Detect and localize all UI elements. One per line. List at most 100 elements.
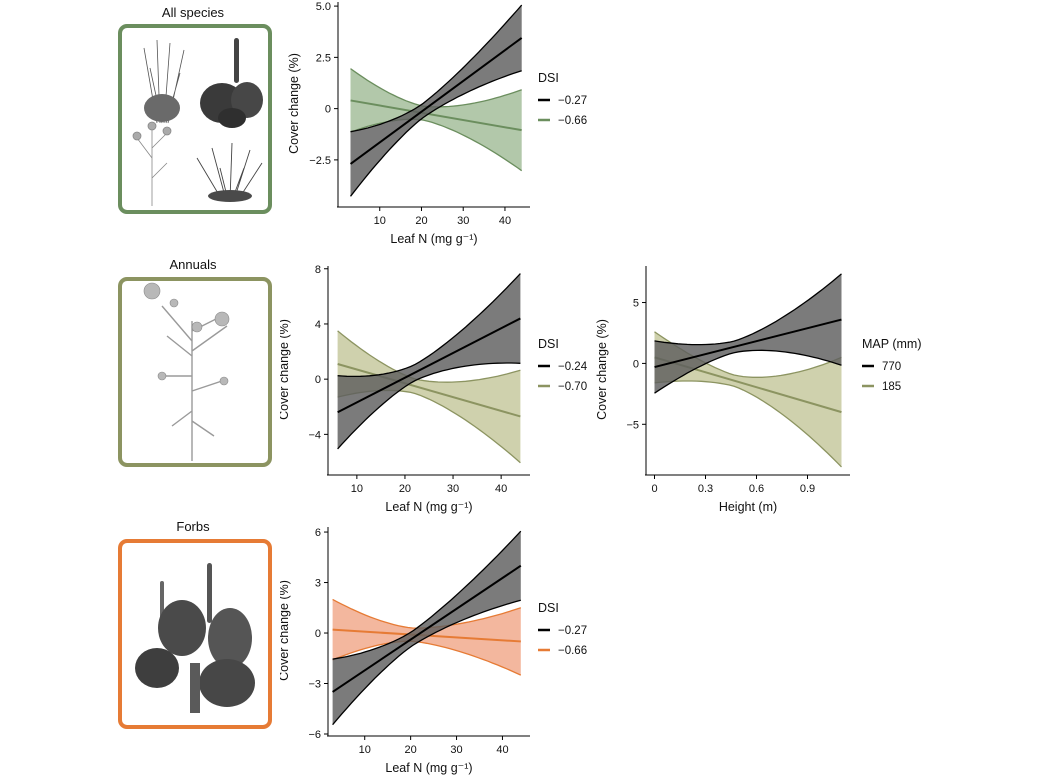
confidence-band-1 (350, 68, 522, 171)
legend-entry-1: −0.70 (558, 381, 587, 393)
x-tick-label: 0 (651, 483, 657, 495)
x-tick-label: 40 (495, 483, 507, 495)
mean-line-0 (349, 37, 523, 165)
y-tick-label: 6 (315, 527, 321, 539)
x-tick-label: 20 (415, 215, 427, 227)
band-upper-edge-0 (337, 273, 521, 378)
y-tick-label: 0 (315, 628, 321, 640)
legend-entry-1: −0.66 (558, 115, 587, 127)
legend-title: DSI (538, 601, 559, 615)
legend-title: MAP (mm) (862, 337, 922, 351)
band-lower-edge-0 (654, 349, 842, 394)
band-lower-edge-0 (337, 362, 521, 450)
chart-annuals-height: 5 0 −5 0 0.3 0.6 0.9 Height (m) Cover change (%)… (595, 266, 922, 514)
y-tick-label: −2.5 (309, 155, 331, 167)
panel-label-forbs: Forbs (176, 519, 210, 534)
y-axis-label: Cover change (%) (280, 319, 291, 420)
y-tick-label: 4 (315, 319, 321, 331)
y-tick-label: 3 (315, 578, 321, 590)
mean-line-1 (350, 99, 522, 132)
x-tick-label: 20 (405, 744, 417, 756)
legend: MAP (mm) 770 185 (862, 337, 922, 393)
x-tick-label: 10 (351, 483, 363, 495)
y-tick-label: 8 (315, 264, 321, 276)
y-axis-label: Cover change (%) (280, 580, 291, 681)
mean-line-0 (332, 564, 522, 693)
legend-entry-0: −0.27 (558, 95, 587, 107)
mean-line-1 (337, 363, 521, 418)
mean-line-0 (654, 318, 842, 369)
legend-entry-1: 185 (882, 381, 901, 393)
plantain-icon (200, 38, 263, 128)
band-lower-edge-1 (654, 380, 842, 468)
x-axis-label: Leaf N (mg g⁻¹) (385, 761, 472, 775)
all-species-illustration (132, 38, 263, 206)
plant-illustration-annuals (118, 277, 272, 467)
band-upper-edge-1 (337, 330, 521, 383)
panel-label-annuals: Annuals (169, 257, 217, 272)
legend-title: DSI (538, 337, 559, 351)
annual-flower-icon (143, 282, 230, 461)
y-axis-label: Cover change (%) (595, 319, 609, 420)
y-tick-label: −6 (308, 729, 321, 741)
legend-entry-0: −0.24 (558, 361, 588, 373)
legend-entry-1: −0.66 (558, 645, 587, 657)
band-lower-edge-1 (332, 640, 522, 676)
x-tick-label: 30 (447, 483, 459, 495)
plant-illustration-forbs (118, 539, 272, 729)
confidence-band-0 (337, 273, 521, 449)
series-group-0 (337, 273, 521, 450)
chart-all-species-leafn: 5.0 2.5 0 −2.5 10 20 30 40 Leaf N (mg g⁻¹) Cover … (287, 1, 587, 246)
y-tick-label: 2.5 (316, 52, 331, 64)
band-lower-edge-0 (332, 599, 521, 726)
band-upper-edge-0 (350, 4, 523, 133)
y-tick-label: 5 (633, 298, 639, 310)
x-tick-label: 10 (359, 744, 371, 756)
y-tick-label: −3 (308, 679, 321, 691)
legend: DSI −0.24 −0.70 (538, 337, 588, 393)
x-tick-label: 40 (499, 215, 511, 227)
x-tick-label: 40 (496, 744, 508, 756)
x-axis-label: Leaf N (mg g⁻¹) (385, 500, 472, 514)
legend: DSI −0.27 −0.66 (538, 601, 587, 657)
y-tick-label: 0 (633, 358, 639, 370)
plant-illustration-all-species (118, 24, 272, 214)
legend-title: DSI (538, 71, 559, 85)
panel-label-all-species: All species (161, 5, 225, 20)
band-lower-edge-0 (349, 70, 522, 197)
y-tick-label: 5.0 (316, 1, 331, 13)
x-tick-label: 30 (457, 215, 469, 227)
x-axis-label: Height (m) (719, 500, 777, 514)
grass-icon (143, 39, 185, 124)
x-tick-label: 0.6 (749, 483, 764, 495)
mean-line-0 (337, 317, 521, 414)
x-axis-label: Leaf N (mg g⁻¹) (390, 232, 477, 246)
series-group-0 (349, 4, 523, 197)
series-group-1 (337, 330, 521, 464)
series-group-0 (332, 530, 522, 726)
x-tick-label: 0.9 (800, 483, 815, 495)
x-tick-label: 0.3 (698, 483, 713, 495)
y-axis-label: Cover change (%) (287, 53, 301, 154)
series-group-0 (654, 273, 842, 394)
plantain-icon (135, 563, 255, 713)
x-tick-label: 10 (374, 215, 386, 227)
band-upper-edge-0 (654, 273, 842, 346)
tussock-icon (196, 142, 263, 202)
x-tick-label: 20 (399, 483, 411, 495)
legend-entry-0: −0.27 (558, 625, 587, 637)
legend-entry-0: 770 (882, 361, 901, 373)
confidence-band-0 (654, 273, 842, 394)
band-lower-edge-1 (350, 118, 523, 172)
band-upper-edge-0 (332, 530, 522, 660)
y-tick-label: 0 (315, 374, 321, 386)
legend: DSI −0.27 −0.66 (538, 71, 587, 127)
y-tick-label: 0 (325, 104, 331, 116)
y-tick-label: −5 (626, 419, 639, 431)
y-tick-label: −4 (308, 429, 321, 441)
x-tick-label: 30 (450, 744, 462, 756)
flower-icon (132, 121, 172, 206)
